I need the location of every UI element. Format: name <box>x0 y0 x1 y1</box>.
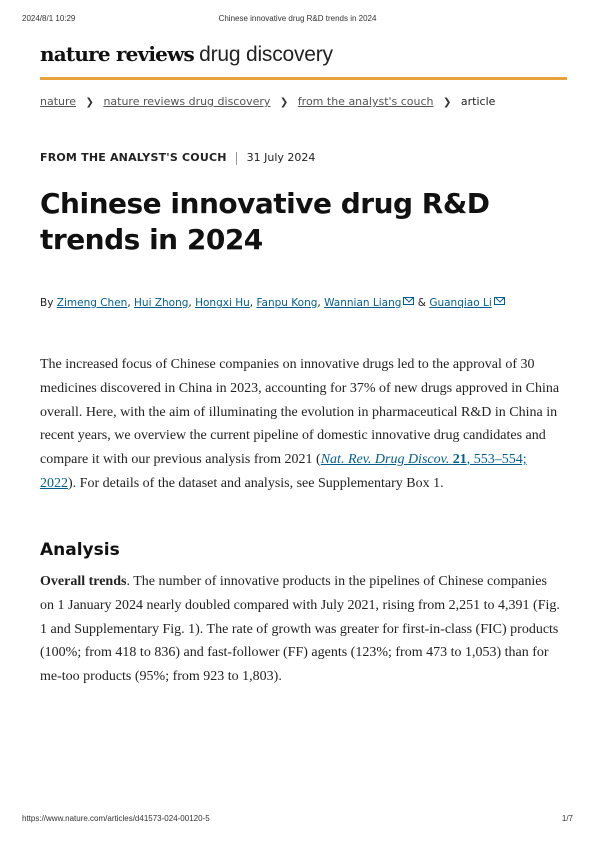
chevron-right-icon: ❯ <box>443 97 452 108</box>
chevron-right-icon: ❯ <box>279 97 289 108</box>
print-footer: https://www.nature.com/articles/d41573-0… <box>22 814 573 826</box>
email-icon[interactable] <box>493 297 505 305</box>
and-label: & <box>417 297 426 309</box>
author-link[interactable]: Zimeng Chen <box>56 297 128 309</box>
logo-nature-reviews: nature reviews <box>40 42 195 66</box>
print-page-number: 1/7 <box>561 814 573 823</box>
intro-paragraph: The increased focus of Chinese companies… <box>40 353 560 496</box>
intro-text-after: ). For details of the dataset and analys… <box>68 475 444 491</box>
author-link[interactable]: Fanpu Kong <box>256 297 318 309</box>
citation-pages: , 553–554; 2022 <box>40 452 527 491</box>
breadcrumb-journal[interactable]: nature reviews drug discovery <box>103 95 271 108</box>
citation-volume: 21 <box>452 452 467 468</box>
article-title: Chinese innovative drug R&D trends in 20… <box>40 187 490 256</box>
analysis-paragraph: Overall trends. The number of innovative… <box>40 570 560 689</box>
publication-date: 31 July 2024 <box>246 151 316 164</box>
article-meta: FROM THE ANALYST'S COUCH 31 July 2024 <box>40 151 315 165</box>
article-type: FROM THE ANALYST'S COUCH <box>40 151 227 164</box>
logo-drug-discovery: drug discovery <box>199 43 333 66</box>
author-list: By Zimeng Chen, Hui Zhong, Hongxi Hu, Fa… <box>40 297 560 309</box>
print-page-title: Chinese innovative drug R&D trends in 20… <box>218 14 377 23</box>
overall-trends-lead: Overall trends <box>40 574 127 589</box>
breadcrumb-nature[interactable]: nature <box>40 95 77 108</box>
breadcrumb-section[interactable]: from the analyst's couch <box>297 95 434 108</box>
meta-divider <box>236 151 238 165</box>
citation-journal: Nat. Rev. Drug Discov. <box>320 452 450 468</box>
by-label: By <box>40 297 54 309</box>
author-link[interactable]: Hui Zhong <box>134 297 189 309</box>
print-header: 2024/8/1 10:29 Chinese innovative drug R… <box>22 14 573 26</box>
email-icon[interactable] <box>403 297 415 305</box>
author-link[interactable]: Hongxi Hu <box>195 297 250 309</box>
print-url: https://www.nature.com/articles/d41573-0… <box>22 814 210 823</box>
print-datetime: 2024/8/1 10:29 <box>22 14 76 23</box>
breadcrumb: nature ❯ nature reviews drug discovery ❯… <box>40 95 495 108</box>
intro-text-before: The increased focus of Chinese companies… <box>40 357 560 468</box>
analysis-text: . The number of innovative products in t… <box>40 574 560 685</box>
chevron-right-icon: ❯ <box>85 97 94 108</box>
author-link[interactable]: Guanqiao Li <box>429 297 492 309</box>
citation-link[interactable]: Nat. Rev. Drug Discov. 21, 553–554; 2022 <box>40 452 527 491</box>
masthead: nature reviews drug discovery <box>40 40 567 80</box>
journal-logo[interactable]: nature reviews drug discovery <box>40 42 333 67</box>
breadcrumb-current: article <box>460 95 496 108</box>
section-heading-analysis: Analysis <box>40 540 120 560</box>
author-link[interactable]: Wannian Liang <box>324 297 402 309</box>
